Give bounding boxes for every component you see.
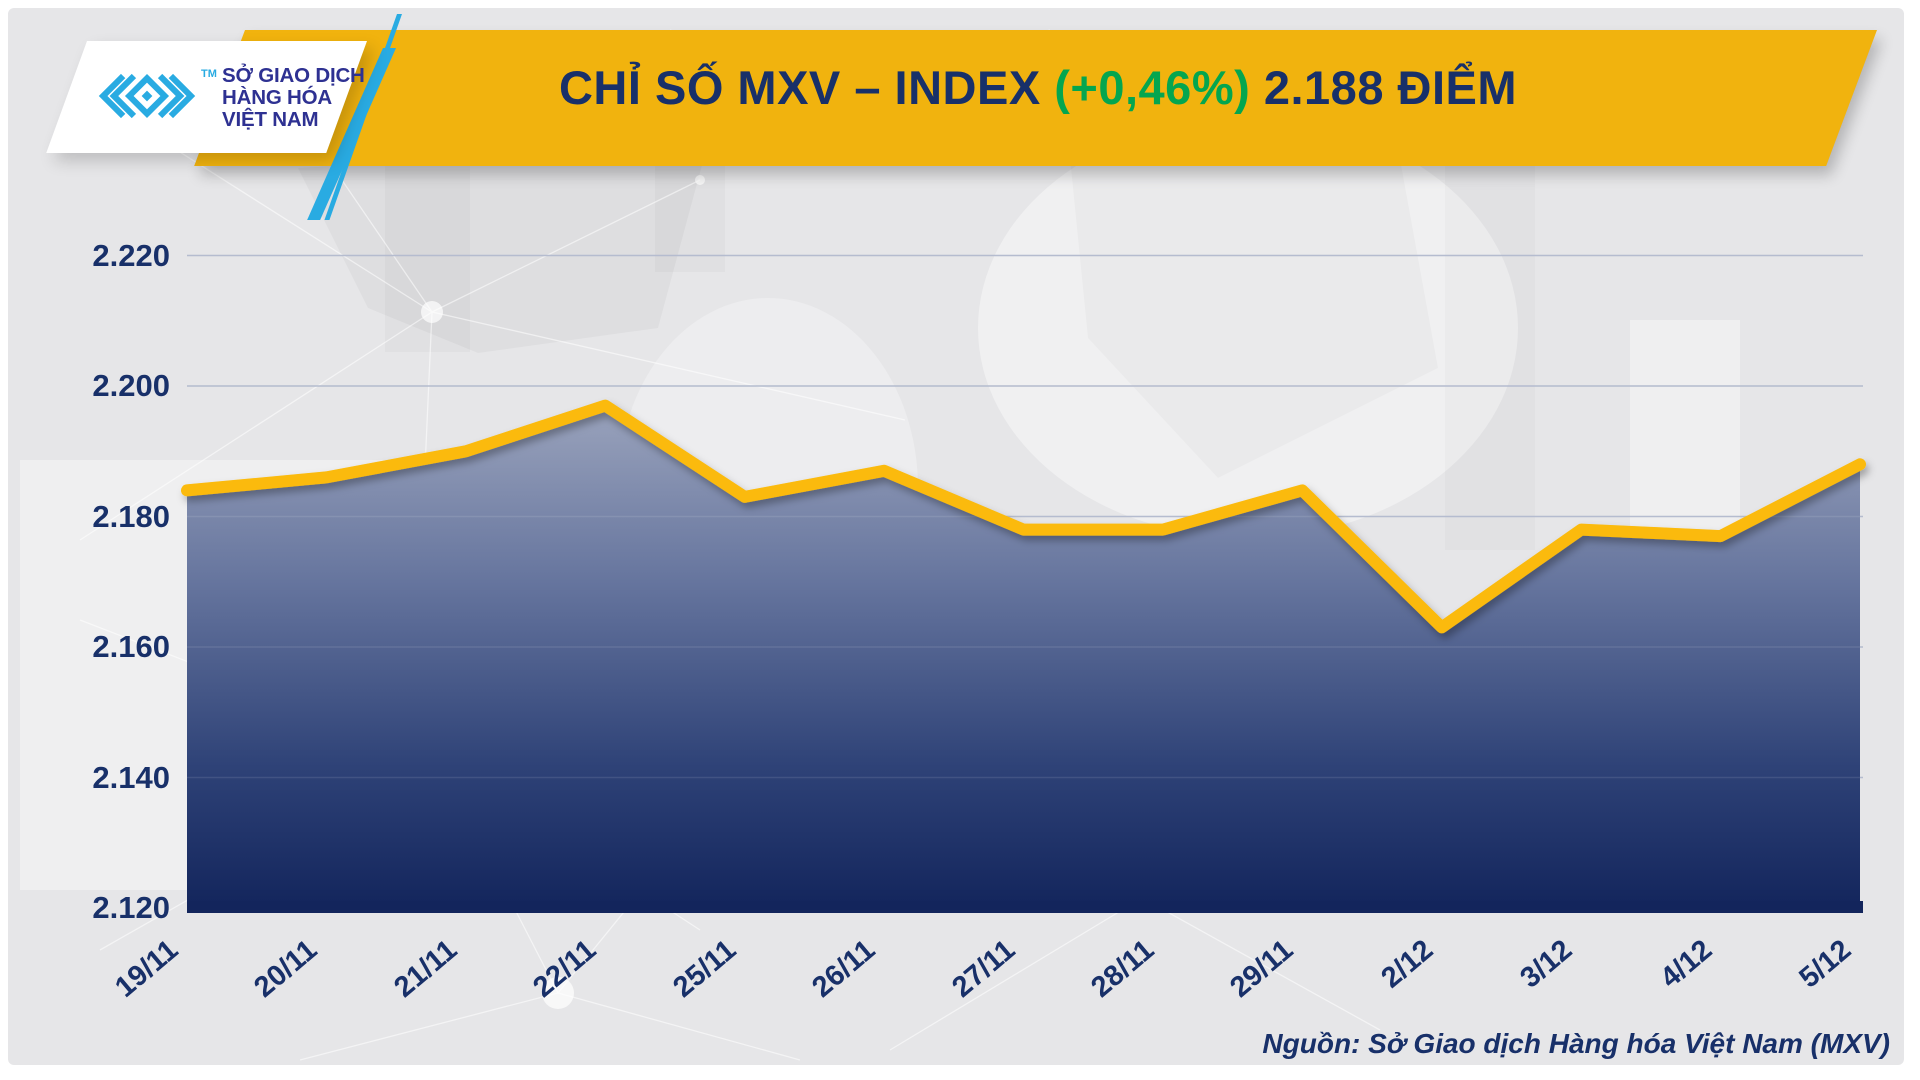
y-axis-tick-label: 2.200: [92, 368, 170, 403]
chart-title: CHỈ SỐ MXV – INDEX (+0,46%) 2.188 ĐIỂM: [358, 38, 1718, 138]
report-canvas: 2.220 2.200 2.180 2.160 2.140 2.120 19/11 20/1…: [8, 8, 1904, 1065]
organization-name-line3: VIỆT NAM: [222, 108, 319, 132]
y-axis-tick-label: 2.180: [92, 498, 170, 534]
mxv-logo-icon: [98, 73, 196, 119]
trademark-label: TM: [201, 68, 217, 80]
organization-name-line1: SỞ GIAO DỊCH: [222, 64, 365, 87]
y-axis-tick-label: 2.220: [92, 237, 170, 273]
y-axis-tick-label: 2.120: [92, 890, 170, 925]
organization-name-line2: HÀNG HÓA: [222, 86, 333, 110]
y-axis-tick-label: 2.140: [92, 759, 170, 795]
organization-name: SỞ GIAO DỊCH HÀNG HÓA VIỆT NAM: [222, 64, 372, 132]
chart-title-prefix: CHỈ SỐ MXV – INDEX: [558, 61, 1055, 114]
source-attribution: Nguồn: Sở Giao dịch Hàng hóa Việt Nam (M…: [1262, 1028, 1890, 1059]
y-axis-tick-label: 2.160: [92, 629, 170, 664]
chart-title-value: 2.188 ĐIỂM: [1250, 61, 1518, 114]
mxv-index-area-chart: [181, 254, 1866, 913]
chart-title-change-percent: (+0,46%): [1054, 61, 1251, 114]
